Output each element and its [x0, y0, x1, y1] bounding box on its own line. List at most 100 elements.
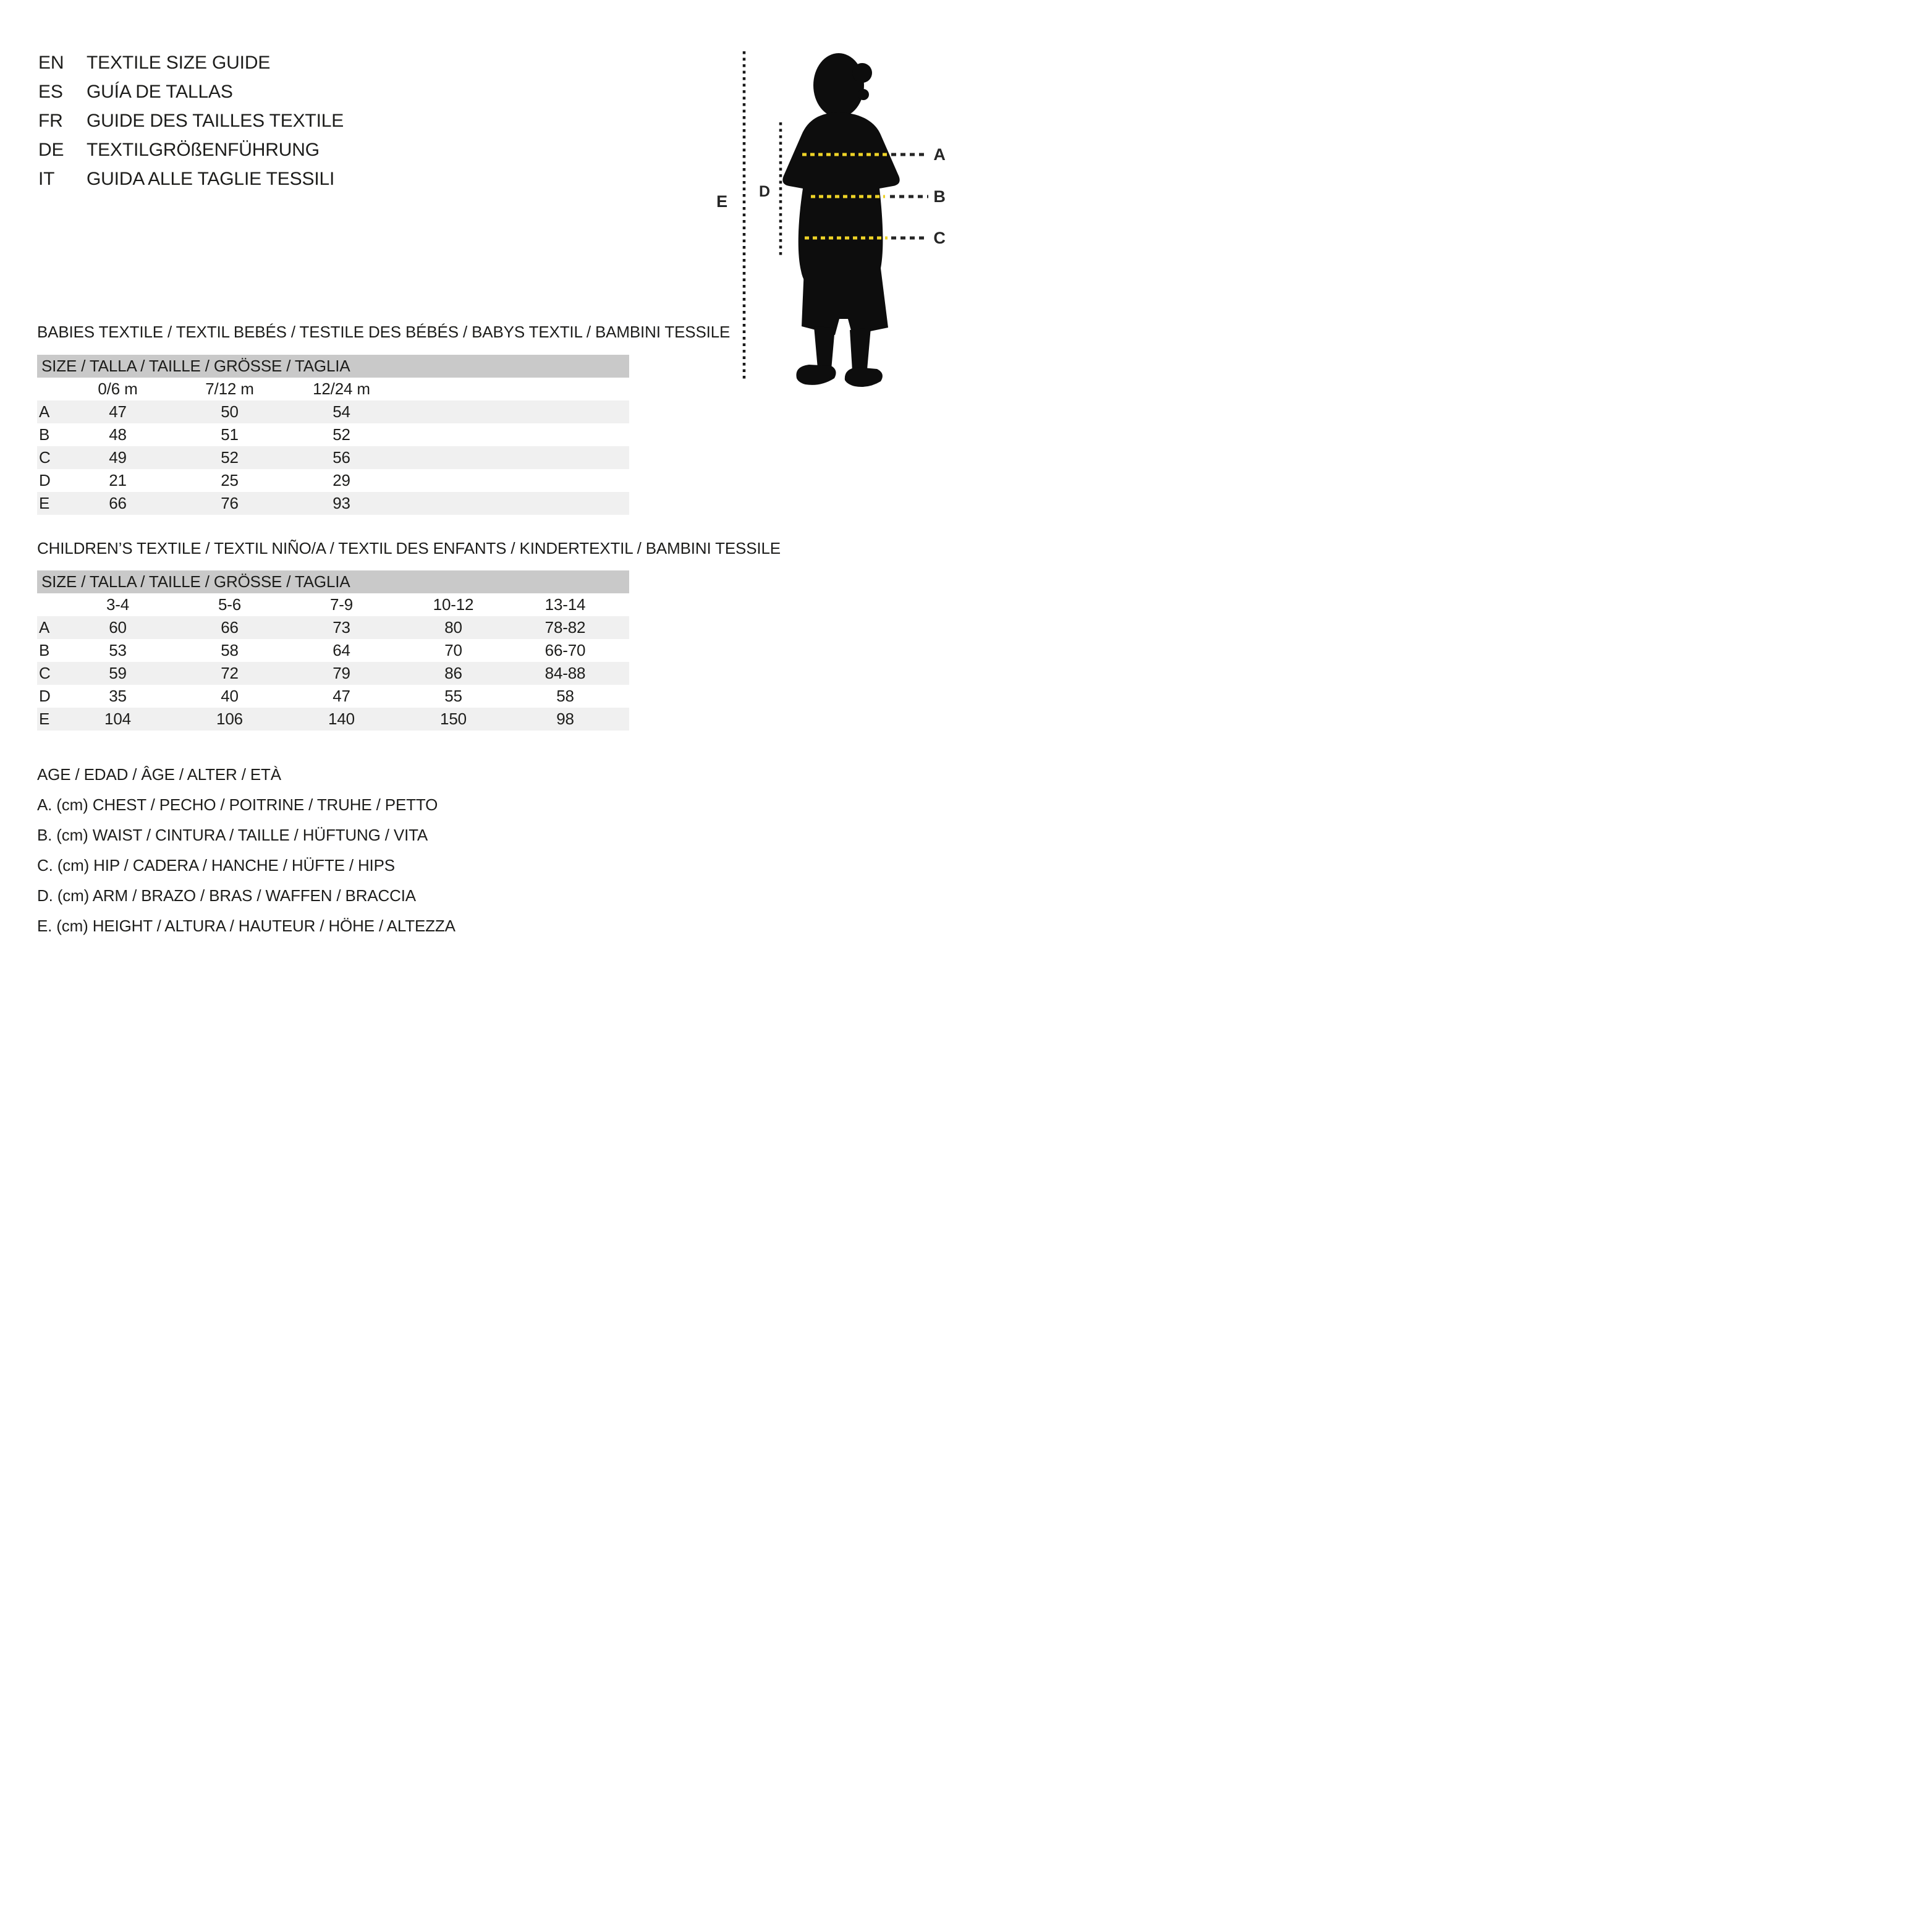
guide-title-en: TEXTILE SIZE GUIDE [87, 52, 271, 73]
table-cell: 76 [221, 494, 239, 512]
table-cell: 104 [104, 710, 131, 728]
language-code-es: ES [38, 81, 63, 102]
guide-title-es: GUÍA DE TALLAS [87, 81, 233, 102]
children-row-chest: A 60 66 73 80 78-82 [37, 616, 629, 639]
legend-arm: D. (cm) ARM / BRAZO / BRAS / WAFFEN / BR… [37, 886, 416, 905]
table-cell: 64 [333, 641, 350, 659]
babies-row-height: E 66 76 93 [37, 492, 629, 515]
babies-col-0-6m: 0/6 m [98, 379, 138, 398]
measurement-legend: AGE / EDAD / ÂGE / ALTER / ETÀ A. (cm) C… [37, 760, 455, 941]
chest-label: A [933, 145, 945, 164]
children-size-table: SIZE / TALLA / TAILLE / GRÖSSE / TAGLIA … [37, 570, 629, 731]
table-cell: 29 [333, 471, 350, 489]
babies-col-12-24m: 12/24 m [313, 379, 370, 398]
language-row-de: DE TEXTILGRÖßENFÜHRUNG [38, 135, 344, 164]
table-cell: 66 [109, 494, 127, 512]
arm-label: D [759, 183, 770, 200]
waist-label: B [933, 187, 945, 206]
table-cell: 47 [109, 402, 127, 421]
babies-row-waist: B 48 51 52 [37, 423, 629, 446]
table-cell: 140 [328, 710, 355, 728]
table-cell: 35 [109, 687, 127, 705]
table-cell: 48 [109, 425, 127, 444]
babies-row-arm: D 21 25 29 [37, 469, 629, 492]
legend-height: E. (cm) HEIGHT / ALTURA / HAUTEUR / HÖHE… [37, 917, 455, 935]
hip-label: C [933, 229, 945, 247]
guide-title-fr: GUIDE DES TAILLES TEXTILE [87, 110, 344, 131]
row-label: B [39, 425, 50, 444]
babies-table-header-band: SIZE / TALLA / TAILLE / GRÖSSE / TAGLIA [37, 355, 629, 378]
height-label: E [716, 192, 727, 211]
guide-title-it: GUIDA ALLE TAGLIE TESSILI [87, 168, 335, 189]
measurement-figure: A B C D E [705, 46, 966, 392]
babies-size-table: SIZE / TALLA / TAILLE / GRÖSSE / TAGLIA … [37, 355, 629, 515]
table-cell: 49 [109, 448, 127, 467]
legend-waist: B. (cm) WAIST / CINTURA / TAILLE / HÜFTU… [37, 826, 428, 844]
children-table-header-band: SIZE / TALLA / TAILLE / GRÖSSE / TAGLIA [37, 570, 629, 593]
children-col-3-4: 3-4 [106, 595, 130, 614]
table-cell: 66 [221, 618, 239, 637]
language-row-fr: FR GUIDE DES TAILLES TEXTILE [38, 106, 344, 135]
table-cell: 78-82 [544, 618, 586, 637]
table-cell: 59 [109, 664, 127, 682]
table-cell: 79 [333, 664, 350, 682]
textile-size-guide-page: EN TEXTILE SIZE GUIDE ES GUÍA DE TALLAS … [0, 0, 966, 966]
child-silhouette-diagram: A B C D E [716, 51, 946, 387]
children-col-13-14: 13-14 [544, 595, 586, 614]
legend-hip: C. (cm) HIP / CADERA / HANCHE / HÜFTE / … [37, 856, 395, 875]
table-cell: 50 [221, 402, 239, 421]
table-cell: 80 [444, 618, 462, 637]
table-cell: 56 [333, 448, 350, 467]
guide-title-de: TEXTILGRÖßENFÜHRUNG [87, 139, 320, 160]
children-row-arm: D 35 40 47 55 58 [37, 685, 629, 708]
language-row-en: EN TEXTILE SIZE GUIDE [38, 48, 344, 77]
table-cell: 55 [444, 687, 462, 705]
table-cell: 47 [333, 687, 350, 705]
children-column-header-row: 3-4 5-6 7-9 10-12 13-14 [37, 593, 629, 616]
table-cell: 93 [333, 494, 350, 512]
row-label: E [39, 494, 50, 512]
children-section-title: CHILDREN’S TEXTILE / TEXTIL NIÑO/A / TEX… [37, 539, 781, 557]
language-row-it: IT GUIDA ALLE TAGLIE TESSILI [38, 164, 344, 193]
row-label: A [39, 402, 50, 421]
row-label: E [39, 710, 50, 728]
table-cell: 58 [556, 687, 574, 705]
children-col-10-12: 10-12 [433, 595, 474, 614]
babies-column-header-row: 0/6 m 7/12 m 12/24 m [37, 378, 629, 400]
language-code-it: IT [38, 168, 55, 189]
babies-row-chest: A 47 50 54 [37, 400, 629, 423]
table-cell: 53 [109, 641, 127, 659]
table-cell: 106 [216, 710, 243, 728]
children-row-waist: B 53 58 64 70 66-70 [37, 639, 629, 662]
children-col-5-6: 5-6 [218, 595, 242, 614]
babies-section-title: BABIES TEXTILE / TEXTIL BEBÉS / TESTILE … [37, 323, 731, 341]
table-cell: 70 [444, 641, 462, 659]
row-label: D [39, 687, 51, 705]
table-cell: 98 [556, 710, 574, 728]
language-title-list: EN TEXTILE SIZE GUIDE ES GUÍA DE TALLAS … [38, 48, 344, 193]
table-cell: 86 [444, 664, 462, 682]
table-cell: 52 [221, 448, 239, 467]
babies-col-7-12m: 7/12 m [205, 379, 254, 398]
babies-row-hip: C 49 52 56 [37, 446, 629, 469]
table-cell: 66-70 [544, 641, 586, 659]
table-cell: 84-88 [544, 664, 586, 682]
children-col-7-9: 7-9 [329, 595, 354, 614]
row-label: C [39, 664, 51, 682]
legend-chest: A. (cm) CHEST / PECHO / POITRINE / TRUHE… [37, 795, 438, 814]
table-cell: 40 [221, 687, 239, 705]
table-cell: 25 [221, 471, 239, 489]
children-row-hip: C 59 72 79 86 84-88 [37, 662, 629, 685]
table-cell: 150 [440, 710, 467, 728]
row-label: B [39, 641, 50, 659]
children-row-height: E 104 106 140 150 98 [37, 708, 629, 731]
table-cell: 52 [333, 425, 350, 444]
child-silhouette [782, 53, 900, 387]
table-cell: 54 [333, 402, 350, 421]
language-code-de: DE [38, 139, 64, 160]
row-label: C [39, 448, 51, 467]
table-cell: 21 [109, 471, 127, 489]
language-code-en: EN [38, 52, 64, 73]
row-label: A [39, 618, 50, 637]
table-cell: 73 [333, 618, 350, 637]
